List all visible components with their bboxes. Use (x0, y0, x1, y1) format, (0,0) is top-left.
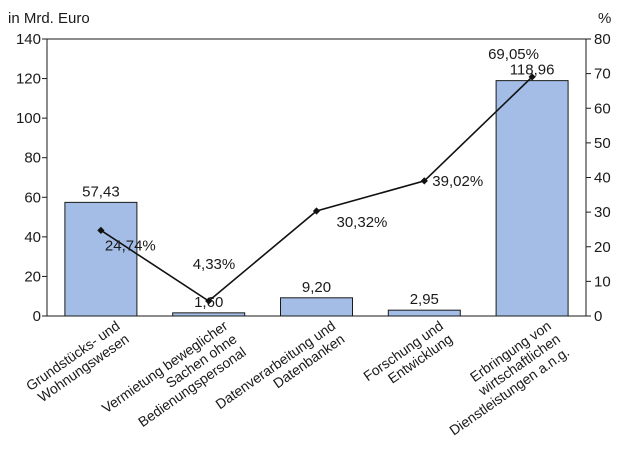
y-right-tick-label: 20 (594, 239, 611, 256)
y-left-tick-label: 80 (24, 150, 41, 167)
bar (280, 297, 353, 317)
line-point (420, 177, 428, 185)
line-point (97, 226, 105, 234)
y-left-tick-label: 40 (24, 229, 41, 246)
y-left-tick-label: 120 (16, 71, 41, 88)
y-right-tick-label: 60 (594, 100, 611, 117)
category-label: Erbringung vonwirtschaftlichenDienstleis… (428, 317, 572, 438)
bar-value-label: 118,96 (510, 62, 555, 79)
line-point (312, 207, 321, 215)
line-value-label: 30,32% (337, 214, 388, 231)
y-right-tick-label: 80 (594, 31, 611, 48)
y-right-tick-label: 10 (594, 273, 611, 290)
y-left-tick-label: 100 (16, 110, 41, 127)
y-right-tick-label: 70 (594, 66, 611, 83)
line-point (205, 297, 213, 305)
y-left-axis-label: in Mrd. Euro (8, 10, 90, 27)
y-left-tick-label: 20 (24, 268, 41, 285)
line-value-label: 4,33% (193, 256, 236, 273)
y-right-tick-label: 30 (594, 204, 611, 221)
line-point (528, 73, 536, 81)
y-left-tick-label: 140 (16, 31, 41, 48)
y-left-axis: 0 20 40 60 80 100 120 140 (16, 31, 47, 325)
bar-value-label: 9,20 (302, 279, 331, 296)
y-right-axis-label: % (598, 10, 611, 27)
line-value-label: 39,02% (432, 173, 483, 190)
line-series (97, 73, 536, 305)
bar (64, 201, 138, 317)
y-left-tick-label: 60 (24, 189, 41, 206)
y-right-axis: 0 10 20 30 40 50 60 70 80 (586, 31, 611, 325)
y-right-tick-label: 40 (594, 170, 611, 187)
category-axis: Grundstücks- undWohnungswesenVermietung … (23, 317, 572, 438)
bar-value-label: 2,95 (410, 291, 439, 308)
line-value-label: 69,05% (488, 46, 539, 63)
bar-series (64, 80, 569, 317)
bar-value-label: 57,43 (82, 183, 120, 200)
line-value-label: 24,74% (105, 237, 156, 254)
category-label: Datenverarbeitung undDatenbanken (212, 317, 347, 425)
category-label: Forschung undEntwicklung (360, 317, 455, 397)
y-left-tick-label: 0 (33, 308, 41, 325)
bar (172, 312, 246, 317)
line-value-labels: 24,74% 4,33% 30,32% 39,02% 69,05% (105, 46, 539, 273)
bar (495, 80, 569, 317)
bar (387, 309, 461, 317)
y-right-tick-label: 50 (594, 135, 611, 152)
y-right-tick-label: 0 (594, 308, 602, 325)
